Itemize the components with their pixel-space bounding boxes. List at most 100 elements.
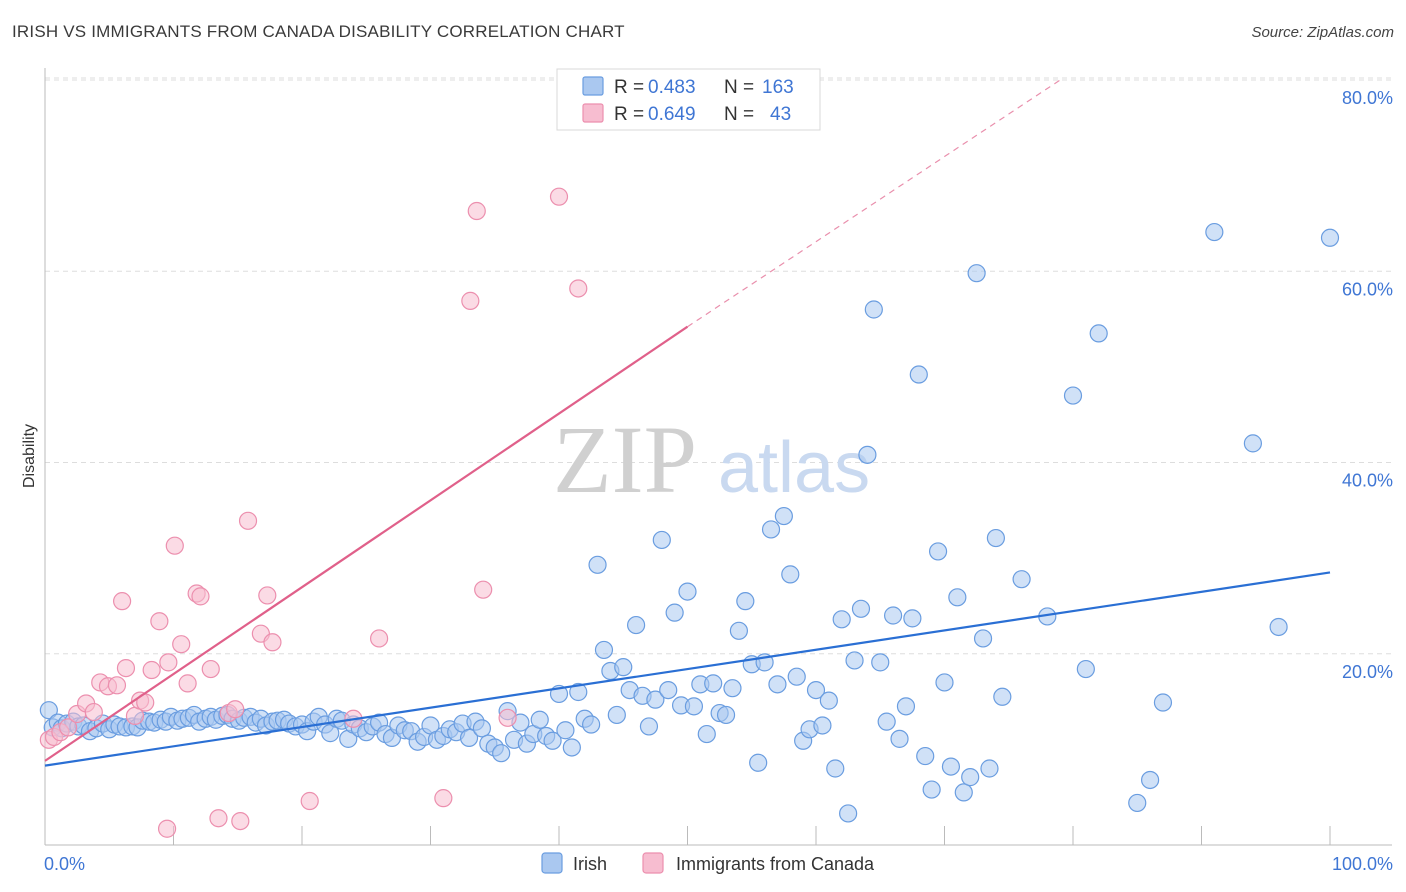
- canada-point: [300, 791, 319, 811]
- legend-n-label: N =: [724, 77, 754, 98]
- irish-point: [1128, 793, 1147, 813]
- irish-point: [851, 599, 871, 618]
- legend-n-value: 43: [770, 104, 791, 125]
- irish-point: [678, 582, 697, 601]
- bottom-legend-label-canada: Immigrants from Canada: [676, 854, 875, 874]
- irish-point: [1063, 386, 1083, 405]
- irish-point: [877, 712, 896, 731]
- irish-point: [729, 621, 749, 640]
- irish-point: [1205, 222, 1224, 242]
- canada-point: [116, 658, 136, 678]
- irish-point: [819, 691, 838, 710]
- irish-point: [761, 520, 781, 539]
- irish-point: [858, 445, 877, 464]
- irish-point: [626, 615, 646, 635]
- canada-point: [569, 279, 588, 298]
- trend-lines: [44, 79, 1331, 767]
- irish-point: [883, 606, 903, 625]
- canada-point: [238, 511, 258, 530]
- y-tick-label: 20.0%: [1342, 662, 1393, 682]
- irish-point: [639, 717, 659, 736]
- bottom-legend-swatch-irish: [541, 852, 563, 874]
- canada-point: [150, 612, 169, 631]
- canada-point: [172, 635, 191, 654]
- canada-trend-line: [44, 325, 689, 762]
- irish-point: [459, 728, 479, 748]
- canada-point: [209, 809, 228, 828]
- watermark: ZIP atlas: [553, 406, 870, 513]
- irish-point: [864, 300, 883, 319]
- irish-point: [890, 729, 909, 748]
- irish-point: [697, 724, 716, 744]
- irish-point: [607, 705, 626, 725]
- irish-point: [845, 651, 864, 670]
- irish-point: [909, 365, 928, 384]
- irish-point: [941, 757, 961, 776]
- canada-trend-extension: [687, 79, 1061, 328]
- canada-point: [84, 702, 103, 722]
- canada-point: [178, 674, 197, 693]
- legend-r-label: R =: [614, 104, 644, 125]
- watermark-atlas: atlas: [718, 428, 870, 508]
- irish-point: [646, 690, 665, 709]
- canada-point: [258, 586, 277, 605]
- source-label: Source: ZipAtlas.com: [1251, 24, 1394, 41]
- irish-point: [530, 710, 549, 729]
- irish-point: [928, 542, 948, 561]
- irish-point: [993, 687, 1012, 706]
- canada-point: [59, 718, 78, 737]
- irish-point: [871, 653, 890, 672]
- grid-lines: [45, 77, 1392, 655]
- irish-point: [806, 680, 826, 700]
- irish-point: [736, 592, 755, 611]
- irish-point: [582, 715, 601, 734]
- irish-point: [916, 746, 935, 766]
- irish-point: [961, 768, 980, 787]
- irish-point: [896, 697, 916, 716]
- irish-point: [948, 588, 967, 607]
- irish-point: [716, 705, 736, 725]
- x-tick-label: 0.0%: [44, 854, 85, 874]
- canada-point: [467, 201, 486, 221]
- y-tick-label: 40.0%: [1342, 471, 1393, 491]
- irish-point: [1076, 659, 1095, 679]
- irish-point: [472, 719, 491, 738]
- canada-point: [226, 700, 245, 719]
- irish-point: [967, 264, 986, 283]
- canada-point: [165, 536, 184, 555]
- canada-point: [157, 819, 177, 838]
- canada-point: [461, 291, 480, 310]
- irish-point: [1320, 228, 1340, 247]
- irish-point: [569, 682, 588, 702]
- irish-point: [787, 667, 806, 686]
- legend-swatch-irish: [582, 76, 604, 96]
- bottom-legend-swatch-canada: [642, 852, 664, 874]
- canada-point: [142, 660, 161, 680]
- irish-point: [39, 701, 58, 720]
- canada-point: [107, 676, 127, 695]
- irish-point: [749, 753, 768, 772]
- irish-point: [659, 680, 678, 700]
- irish-point: [562, 738, 581, 757]
- irish-point: [492, 744, 511, 763]
- canada-point: [159, 653, 178, 672]
- irish-point: [652, 530, 671, 550]
- legend-n-label: N =: [724, 104, 754, 125]
- bottom-legend: Irish Immigrants from Canada: [541, 852, 875, 874]
- irish-point: [768, 675, 787, 694]
- irish-point: [986, 528, 1006, 548]
- irish-point: [1269, 617, 1288, 637]
- irish-point: [774, 506, 793, 526]
- watermark-zip: ZIP: [553, 406, 697, 513]
- canada-point: [434, 789, 453, 808]
- irish-point: [935, 673, 954, 692]
- irish-point: [704, 674, 723, 693]
- irish-point: [781, 565, 800, 584]
- canada-point: [112, 592, 132, 611]
- canada-point: [231, 811, 250, 831]
- irish-point: [832, 610, 851, 629]
- irish-point: [973, 629, 993, 648]
- irish-point: [614, 658, 633, 677]
- legend-swatch-canada: [582, 103, 604, 123]
- irish-point: [1140, 770, 1160, 790]
